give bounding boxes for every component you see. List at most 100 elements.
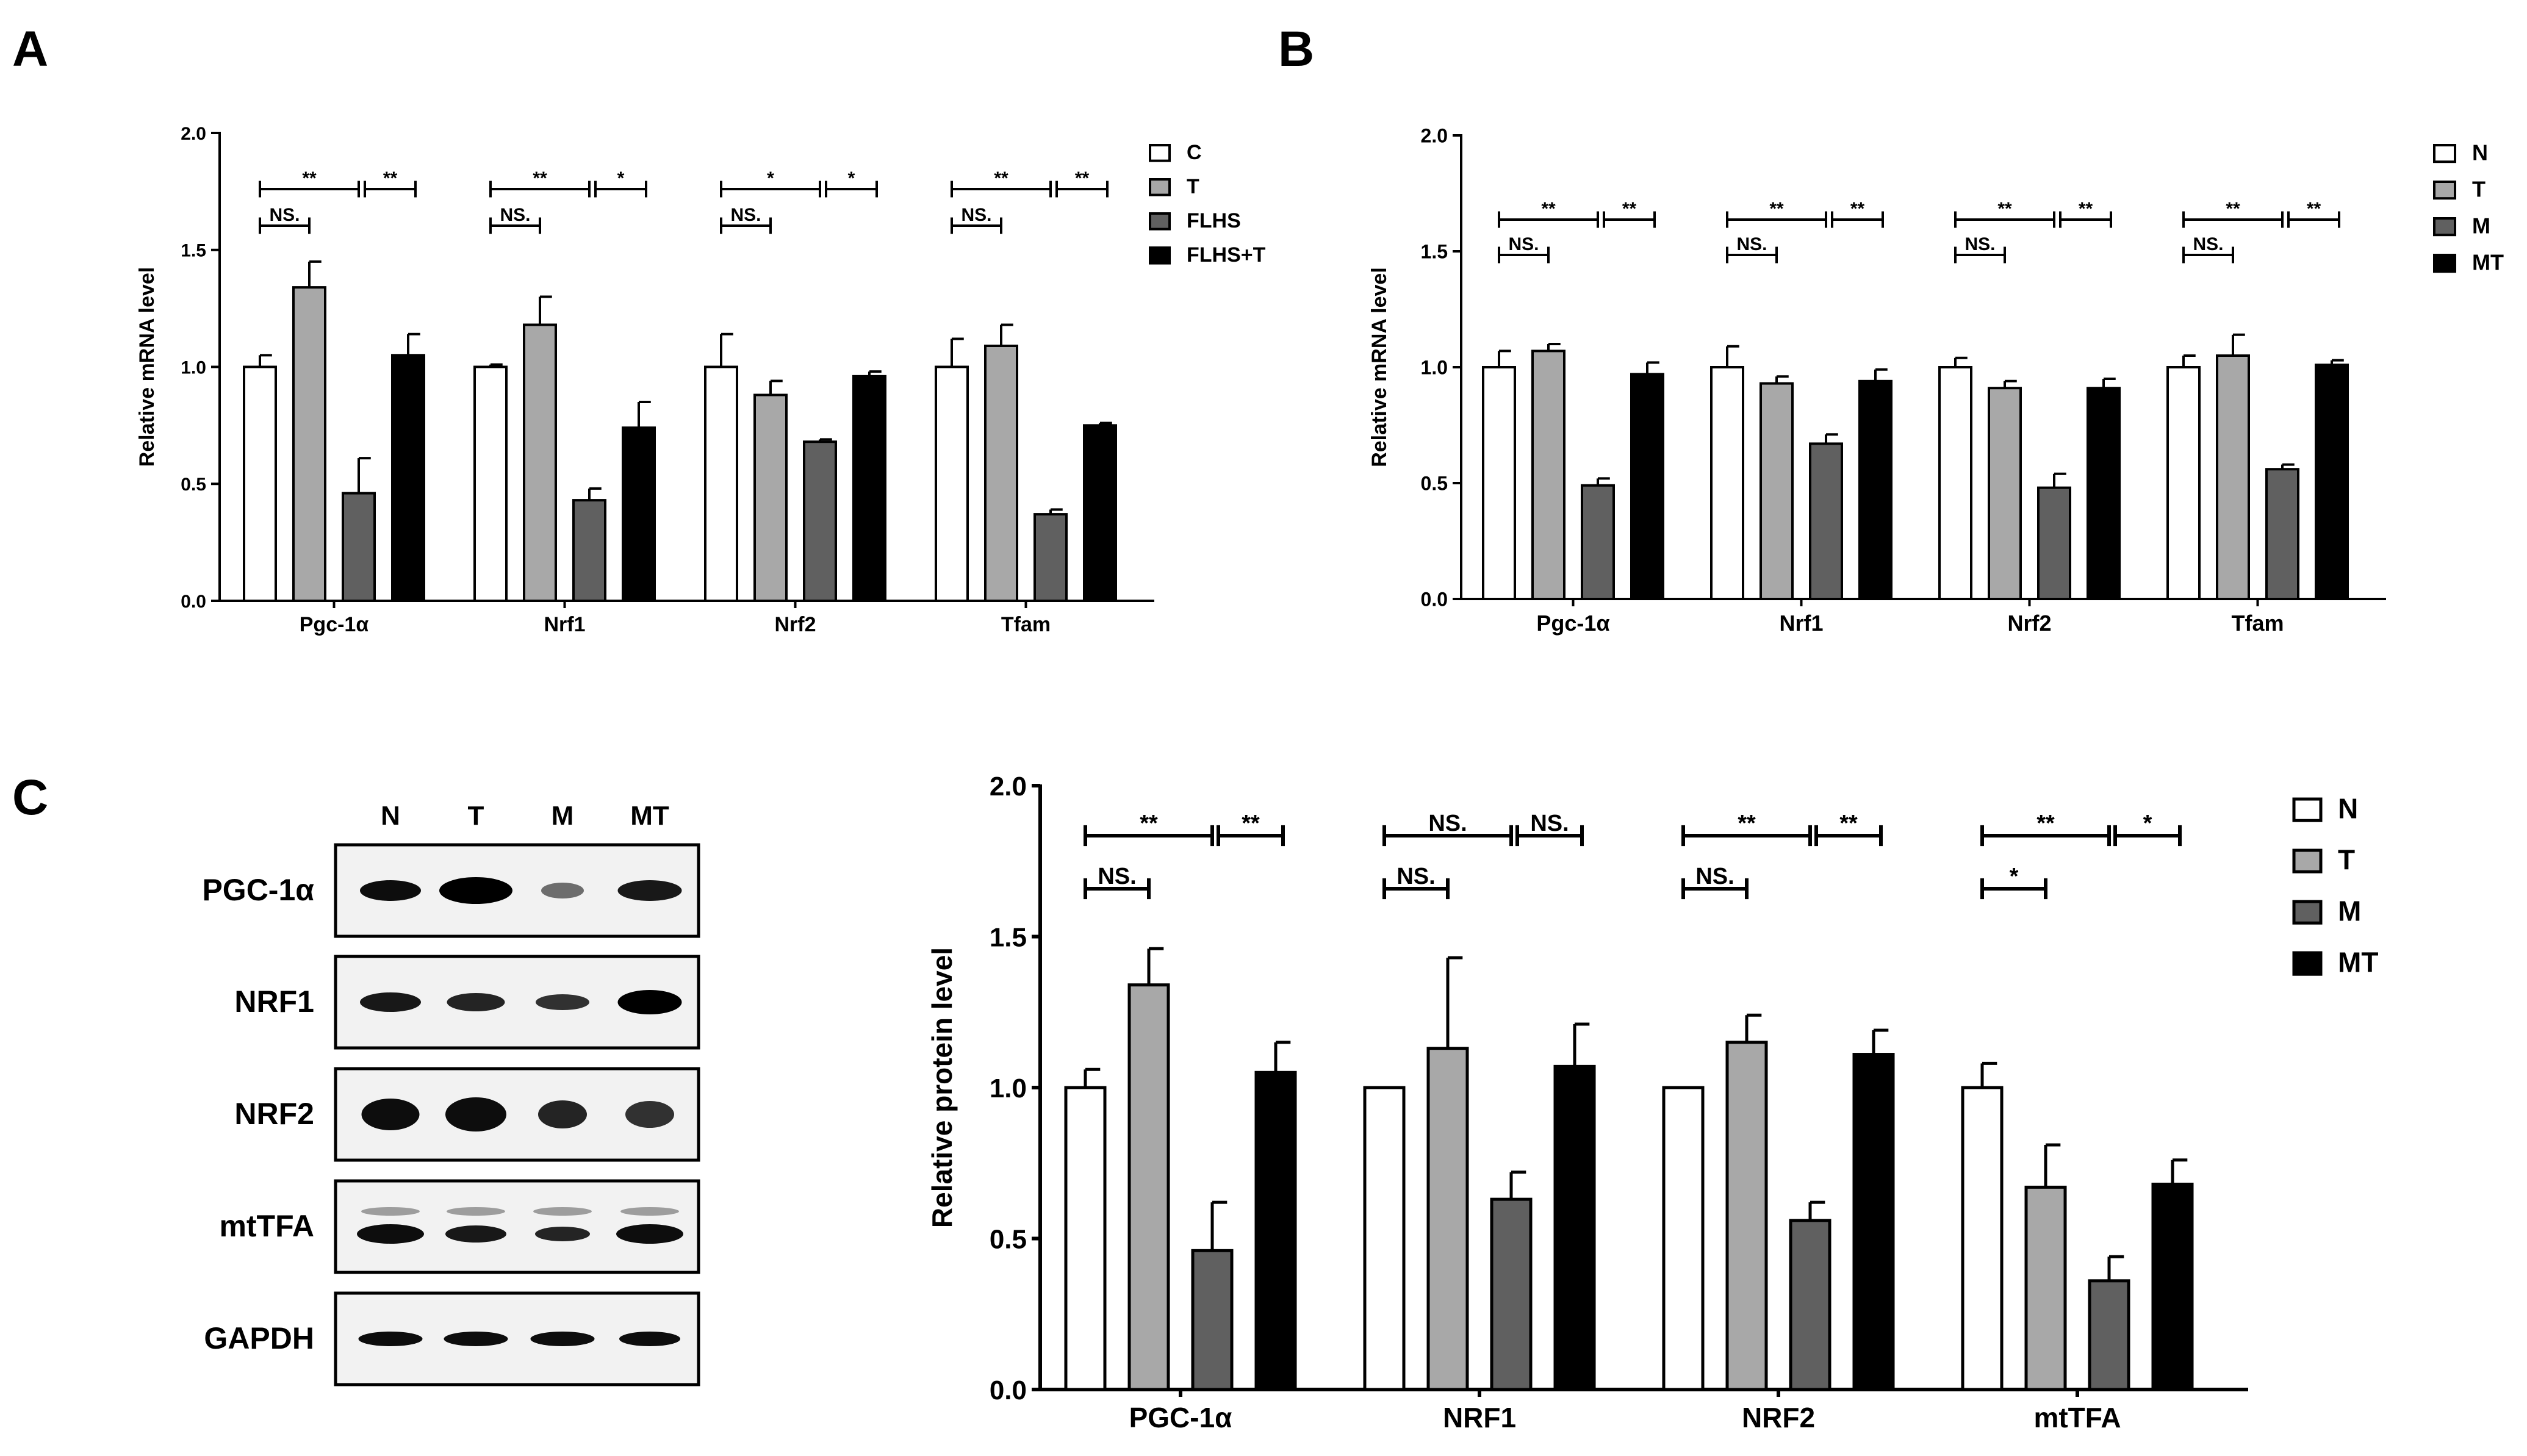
- x-tick-label: Nrf2: [2007, 611, 2051, 636]
- bar-m: [2088, 1279, 2130, 1391]
- bar-n: [1064, 1086, 1107, 1391]
- sig-bracket-m-vs-mt-label: **: [2307, 199, 2321, 219]
- sig-bracket-c-vs-m-label: **: [2036, 811, 2055, 836]
- bar-flhs: [803, 440, 837, 602]
- sig-bracket-m-vs-mt-label: *: [2143, 811, 2152, 836]
- blot-band: [439, 877, 512, 904]
- lane-label: N: [381, 801, 400, 831]
- x-tick-label: Tfam: [2231, 611, 2284, 636]
- sig-bracket-c-vs-m-label: **: [994, 168, 1008, 188]
- legend-swatch: [2433, 181, 2456, 200]
- legend-swatch: [2433, 144, 2456, 163]
- blot-band-faint: [533, 1207, 592, 1216]
- blot-band: [536, 994, 589, 1010]
- bar-m: [1809, 442, 1843, 601]
- bar-n: [2166, 366, 2201, 600]
- legend-label: C: [1187, 141, 1202, 164]
- bar-t: [523, 323, 557, 602]
- y-tick-label: 2.0: [1421, 125, 1448, 147]
- bar-t: [2024, 1185, 2067, 1391]
- bar-c: [935, 365, 969, 602]
- y-tick-label: 0.5: [181, 475, 206, 495]
- y-tick-label: 1.5: [990, 922, 1027, 952]
- y-tick-label: 0.5: [1421, 473, 1448, 495]
- sig-bracket-c-vs-t-label: NS.: [1964, 234, 1995, 254]
- bar-m: [2265, 468, 2299, 601]
- sig-bracket-m-vs-mt-label: **: [1075, 168, 1090, 188]
- y-tick-label: 0.0: [1421, 589, 1448, 611]
- bar-mt: [2087, 387, 2121, 600]
- legend-swatch: [2292, 951, 2323, 976]
- blot-band-faint: [620, 1207, 679, 1216]
- chart-c-protein-level: 0.0 0.5 1.0 1.5 2.0 Relative protein level PGC…: [926, 772, 2378, 1433]
- x-tick-label: Nrf1: [544, 613, 585, 636]
- sig-bracket-c-vs-t-label: NS.: [500, 205, 530, 225]
- sig-bracket-c-vs-m-label: **: [1738, 811, 1756, 836]
- y-tick-label: 0.0: [990, 1375, 1027, 1405]
- sig-bracket-m-vs-mt-label: *: [617, 168, 625, 188]
- sig-bracket-c-vs-t-label: *: [2010, 864, 2019, 889]
- legend-label: M: [2472, 213, 2490, 238]
- blot-band: [616, 1224, 683, 1244]
- sig-bracket-c-vs-m-label: **: [1769, 199, 1784, 219]
- sig-bracket-c-vs-t-label: NS.: [2193, 234, 2223, 254]
- bar-t: [1988, 387, 2022, 600]
- x-tick-label: PGC-1α: [1129, 1402, 1232, 1433]
- legend-swatch: [1149, 144, 1171, 162]
- legend-label: FLHS+T: [1187, 243, 1266, 267]
- lane-label: M: [552, 801, 574, 831]
- bar-n: [1938, 366, 1972, 600]
- sig-bracket-m-vs-mt-label: **: [1850, 199, 1865, 219]
- sig-bracket-c-vs-t-label: NS.: [1396, 864, 1435, 889]
- x-tick-label: Pgc-1α: [300, 613, 369, 636]
- bar-m: [1490, 1197, 1533, 1391]
- blot-band: [357, 1224, 424, 1244]
- bar-flhs: [1033, 513, 1068, 602]
- sig-bracket-c-vs-m-label: **: [1997, 199, 2012, 219]
- blot-row-label: GAPDH: [204, 1321, 314, 1355]
- bar-t: [1725, 1041, 1768, 1391]
- sig-bracket-c-vs-t-label: NS.: [1508, 234, 1539, 254]
- bar-n: [1710, 366, 1744, 600]
- blot-row-label: NRF1: [234, 984, 314, 1019]
- sig-bracket-c-vs-m-label: **: [302, 168, 317, 188]
- bar-mt: [2315, 364, 2349, 600]
- bar-flhs: [342, 492, 376, 603]
- blot-band: [617, 880, 682, 901]
- blot-band: [360, 992, 421, 1012]
- blot-band: [538, 1100, 587, 1128]
- bar-t: [1127, 983, 1170, 1391]
- legend-swatch: [2433, 217, 2456, 237]
- bar-t: [1426, 1047, 1469, 1391]
- blot-band: [444, 1332, 508, 1346]
- y-tick-label: 0.0: [181, 592, 206, 612]
- x-tick-label: NRF1: [1443, 1402, 1516, 1433]
- sig-bracket-c-vs-m-label: **: [2226, 199, 2240, 219]
- y-axis-label: Relative mRNA level: [1368, 267, 1391, 467]
- blot-band: [541, 883, 584, 898]
- blot-band: [445, 1097, 506, 1131]
- blot-band: [619, 1332, 680, 1346]
- bar-m: [1789, 1219, 1831, 1391]
- y-tick-label: 2.0: [990, 772, 1027, 802]
- bar-mt: [1553, 1064, 1596, 1391]
- legend-swatch: [2433, 254, 2456, 273]
- blot-band: [625, 1101, 674, 1128]
- y-tick-label: 1.0: [181, 357, 206, 378]
- sig-bracket-c-vs-t-label: NS.: [730, 205, 761, 225]
- x-tick-label: Pgc-1α: [1536, 611, 1609, 636]
- sig-bracket-m-vs-mt-label: NS.: [1530, 811, 1569, 836]
- sig-bracket-m-vs-mt-label: **: [1242, 811, 1260, 836]
- bar-n: [1662, 1086, 1705, 1391]
- sig-bracket-c-vs-m-label: *: [767, 168, 774, 188]
- y-tick-label: 1.0: [990, 1074, 1027, 1103]
- western-blot: N T M MT PGC-1α NRF1 NRF2 mtTFA GAPDH: [202, 801, 700, 1386]
- sig-bracket-m-vs-mt-label: **: [1839, 811, 1858, 836]
- blot-band: [617, 990, 682, 1014]
- legend-swatch: [1149, 178, 1171, 196]
- legend-swatch: [2292, 900, 2323, 925]
- lane-label: MT: [630, 801, 669, 831]
- legend-label: T: [2338, 844, 2355, 876]
- y-axis-label: Relative mRNA level: [135, 267, 159, 467]
